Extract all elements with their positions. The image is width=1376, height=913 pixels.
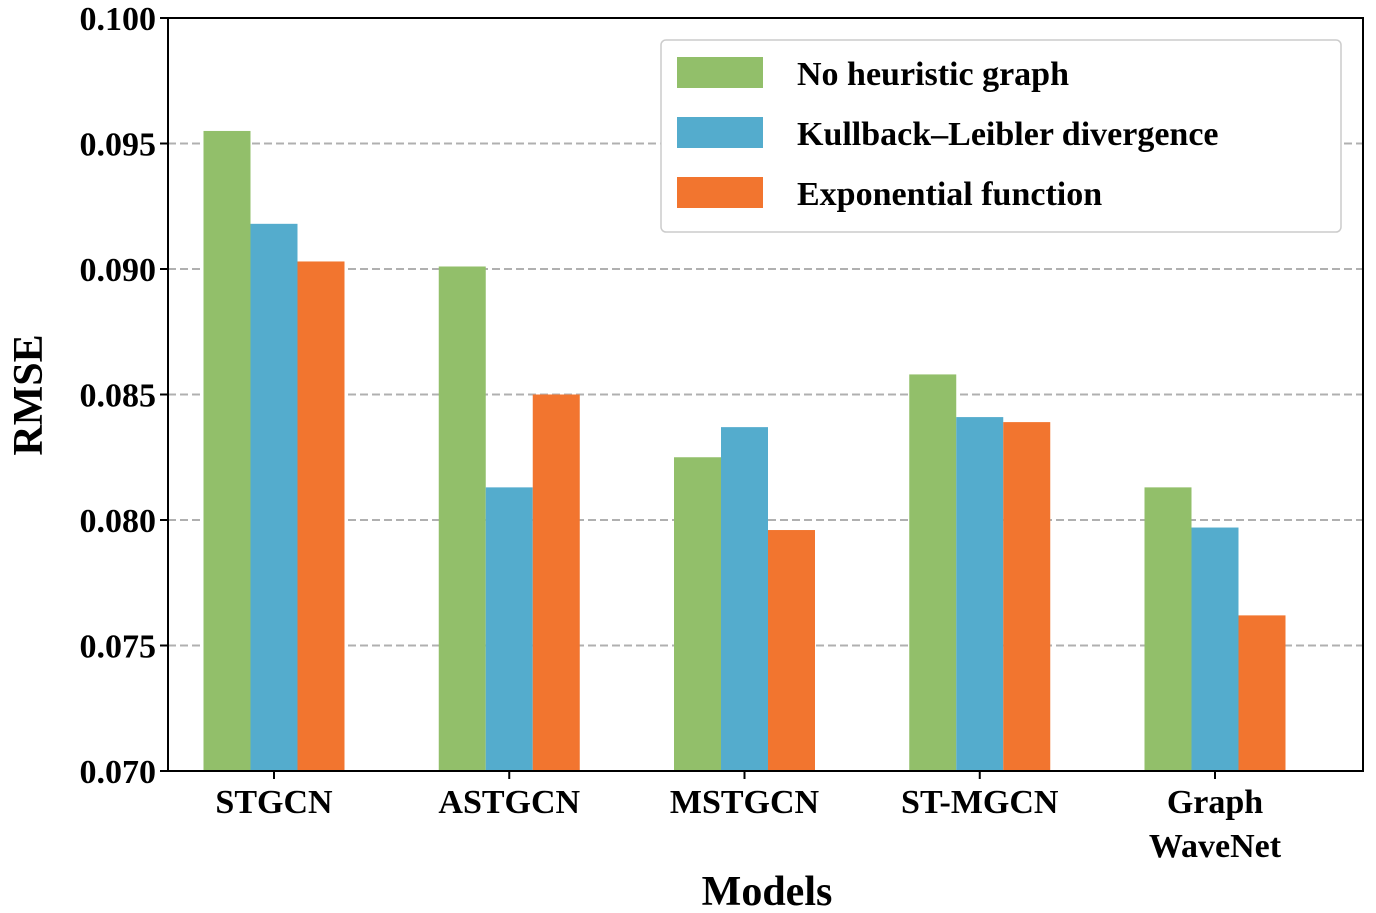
bar-exponential-function-st-mgcn — [1003, 422, 1051, 771]
bar-kullback-leibler-divergence-st-mgcn — [956, 417, 1004, 771]
bar-no-heuristic-graph-stgcn — [203, 130, 251, 771]
y-tick-label: 0.075 — [80, 629, 157, 666]
bar-kullback-leibler-divergence-mstgcn — [721, 427, 768, 771]
legend-label-kullback-leibler-divergence: Kullback–Leibler divergence — [797, 116, 1219, 153]
y-tick-label: 0.080 — [80, 503, 157, 540]
legend-swatch-no-heuristic-graph — [677, 57, 763, 88]
x-tick-label-mstgcn: MSTGCN — [670, 784, 820, 821]
x-tick-label-st-mgcn: ST-MGCN — [901, 784, 1059, 821]
y-axis-ticks: 0.070 0.075 0.080 0.085 0.090 0.095 0.100 — [80, 1, 168, 791]
y-tick-label: 0.100 — [80, 1, 157, 38]
grid-lines — [168, 142, 1363, 647]
bar-kullback-leibler-divergence-astgcn — [485, 487, 533, 771]
y-tick-label: 0.095 — [80, 127, 157, 164]
x-axis-ticks: STGCN ASTGCN MSTGCN ST-MGCN Graph WaveNet — [215, 771, 1282, 865]
bar-exponential-function-mstgcn — [768, 530, 815, 771]
bar-kullback-leibler-divergence-graph-wavenet — [1191, 527, 1239, 771]
bar-exponential-function-graph-wavenet — [1238, 615, 1286, 771]
x-tick-label-astgcn: ASTGCN — [438, 784, 580, 821]
bar-no-heuristic-graph-astgcn — [438, 266, 486, 771]
bar-kullback-leibler-divergence-stgcn — [250, 223, 298, 771]
bars — [203, 130, 1286, 771]
y-tick-label: 0.090 — [80, 252, 157, 289]
bar-exponential-function-astgcn — [532, 394, 580, 771]
legend-swatch-exponential-function — [677, 177, 763, 208]
legend-label-exponential-function: Exponential function — [797, 176, 1102, 213]
bar-no-heuristic-graph-mstgcn — [674, 457, 721, 771]
x-tick-label-stgcn: STGCN — [215, 784, 333, 821]
legend-label-no-heuristic-graph: No heuristic graph — [797, 56, 1069, 93]
y-axis-title: RMSE — [6, 334, 52, 455]
bar-exponential-function-stgcn — [297, 261, 345, 771]
legend-frame — [660, 39, 1342, 233]
legend: No heuristic graph Kullback–Leibler diver… — [660, 39, 1342, 233]
bar-no-heuristic-graph-st-mgcn — [909, 374, 957, 771]
x-tick-label-graph-wavenet: Graph WaveNet — [1149, 784, 1282, 865]
bar-no-heuristic-graph-graph-wavenet — [1144, 487, 1192, 771]
y-tick-label: 0.085 — [80, 378, 157, 415]
x-axis-title: Models — [702, 869, 833, 913]
y-tick-label: 0.070 — [80, 754, 157, 791]
legend-swatch-kullback-leibler-divergence — [677, 117, 763, 148]
